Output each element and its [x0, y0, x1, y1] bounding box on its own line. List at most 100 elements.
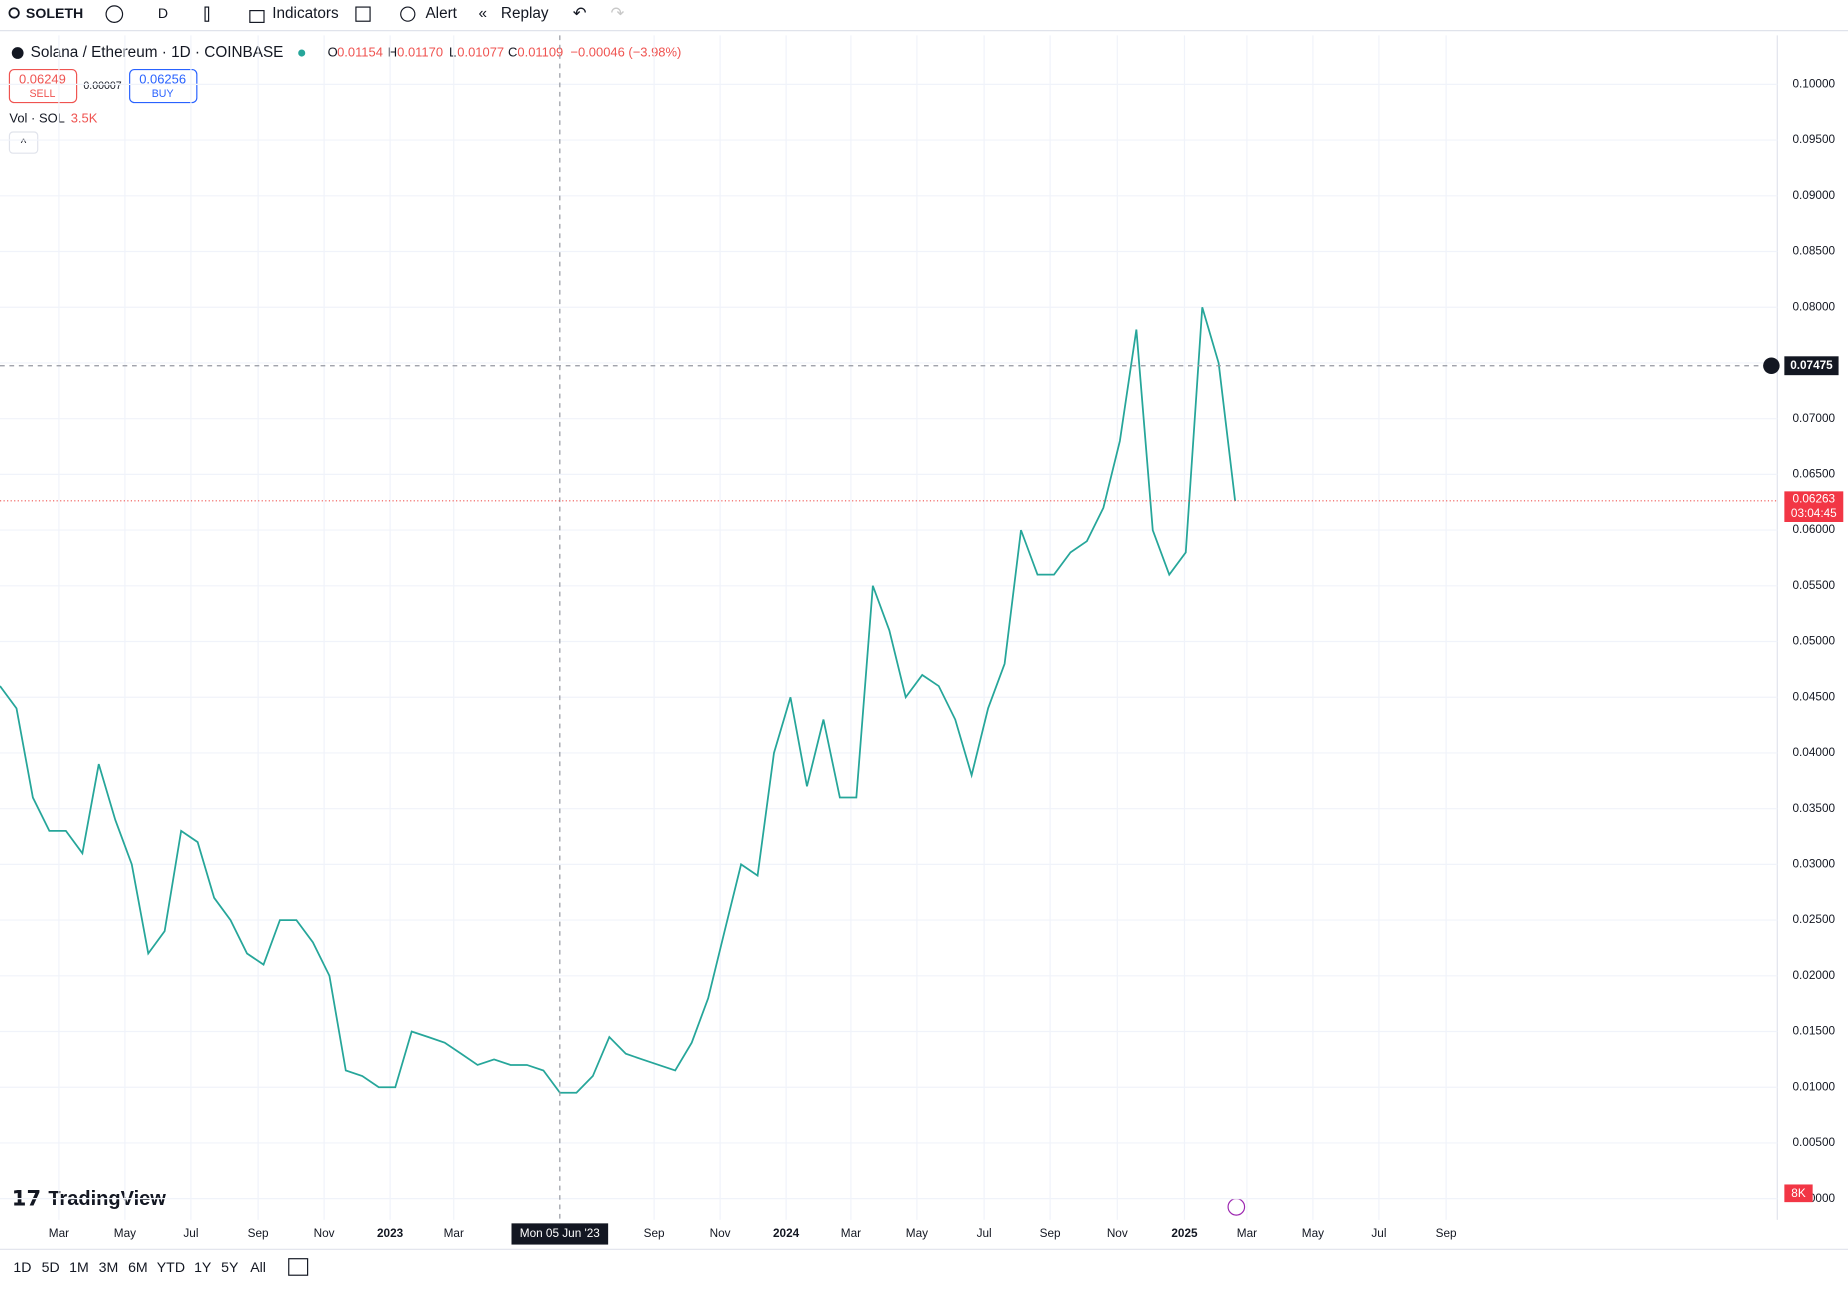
x-tick-label: Sep — [1040, 1227, 1061, 1240]
buy-price[interactable]: 0.06256 — [139, 72, 186, 87]
open-label: O — [328, 44, 338, 59]
crosshair-price: 0.07475 — [1790, 359, 1833, 372]
y-tick-label: 0.05000 — [1793, 635, 1836, 648]
chart-type[interactable] — [204, 6, 210, 22]
y-tick-label: 0.04500 — [1793, 690, 1836, 703]
y-tick-label: 0.01000 — [1793, 1080, 1836, 1093]
x-tick-label: Mar — [1237, 1227, 1257, 1240]
y-tick-label: 0.08000 — [1793, 300, 1836, 313]
volume-value: 3.5K — [71, 110, 98, 125]
range-button[interactable]: 5D — [42, 1259, 60, 1275]
y-tick-label: 0.07000 — [1793, 412, 1836, 425]
x-tick-label: 2025 — [1171, 1227, 1198, 1240]
y-tick-label: 0.05500 — [1793, 579, 1836, 592]
x-tick-label: Sep — [248, 1227, 269, 1240]
last-price-box — [1784, 491, 1844, 523]
y-tick-label: 0.02500 — [1793, 913, 1836, 926]
range-button[interactable]: 6M — [128, 1259, 148, 1275]
x-tick-label: Jul — [183, 1227, 198, 1240]
y-tick-label: 0.09500 — [1793, 133, 1836, 146]
range-button[interactable]: YTD — [157, 1259, 185, 1275]
alert[interactable]: Alert — [425, 5, 457, 22]
market-status — [298, 49, 306, 57]
low-label: L — [449, 44, 456, 59]
interval[interactable]: D — [158, 5, 168, 21]
high-label: H — [388, 44, 397, 59]
crosshair-add[interactable] — [1763, 357, 1780, 374]
x-tick-label: 2024 — [773, 1227, 800, 1240]
x-tick-label: Jul — [977, 1227, 992, 1240]
y-tick-label: 0.08500 — [1793, 245, 1836, 258]
y-tick-label: 0.01500 — [1793, 1025, 1836, 1038]
open-value: 0.01154 — [337, 44, 383, 59]
range-button[interactable]: 1D — [13, 1259, 31, 1275]
crosshair-date-box — [511, 1223, 609, 1245]
x-tick-label: Nov — [710, 1227, 731, 1240]
x-tick-label: Sep — [644, 1227, 665, 1240]
range-button[interactable]: All — [250, 1259, 266, 1275]
crosshair-price-box — [1784, 356, 1839, 376]
replay[interactable]: Replay — [501, 5, 549, 22]
low-value: 0.01077 — [457, 44, 504, 59]
y-tick-label: 0.09000 — [1793, 189, 1836, 202]
change: −0.00046 (−3.98%) — [570, 44, 681, 59]
x-tick-label: Mar — [444, 1227, 464, 1240]
x-tick-label: Mar — [841, 1227, 861, 1240]
x-tick-label: May — [906, 1227, 928, 1240]
x-tick-label: Mar — [49, 1227, 69, 1240]
add-symbol[interactable] — [105, 5, 124, 23]
range-button[interactable]: 3M — [99, 1259, 119, 1275]
redo[interactable]: ↷ — [611, 5, 625, 23]
symbol[interactable]: SOLETH — [26, 5, 83, 21]
x-tick-label: Jul — [1371, 1227, 1386, 1240]
y-tick-label: 0.06000 — [1793, 523, 1836, 536]
close-label: C — [508, 44, 517, 59]
range-button[interactable]: 1M — [69, 1259, 89, 1275]
layouts[interactable] — [355, 6, 371, 22]
range-button[interactable]: 5Y — [221, 1259, 239, 1275]
sell-label[interactable]: SELL — [29, 88, 55, 100]
undo[interactable]: ↶ — [573, 5, 587, 23]
y-tick-label: 0.06500 — [1793, 467, 1836, 480]
y-tick-label: 0.00500 — [1793, 1136, 1836, 1149]
x-tick-label: Nov — [314, 1227, 335, 1240]
x-tick-label: Nov — [1107, 1227, 1128, 1240]
price-line — [0, 307, 1237, 1094]
crosshair-date: Mon 05 Jun '23 — [520, 1227, 601, 1240]
close-value: 0.01109 — [517, 44, 563, 59]
y-tick-label: 0.03000 — [1793, 857, 1836, 870]
buy-button[interactable] — [129, 68, 198, 104]
sell-price[interactable]: 0.06249 — [19, 72, 66, 87]
x-tick-label: 2023 — [377, 1227, 404, 1240]
y-tick-label: 0.02000 — [1793, 969, 1836, 982]
search-icon[interactable] — [8, 7, 20, 19]
last-price: 0.06263 — [1793, 493, 1836, 506]
alert-icon[interactable] — [400, 6, 416, 22]
sell-button[interactable] — [8, 68, 78, 104]
x-tick-label: May — [114, 1227, 136, 1240]
y-tick-label: 0.03500 — [1793, 802, 1836, 815]
countdown: 03:04:45 — [1791, 507, 1837, 520]
indicators-icon[interactable] — [249, 10, 265, 23]
volume-label: Vol · SOL — [9, 110, 64, 125]
volume-scale: 8K — [1791, 1187, 1806, 1200]
legend-title[interactable]: Solana / Ethereum · 1D · COINBASE — [31, 44, 284, 61]
collapse-icon[interactable]: ^ — [21, 137, 27, 150]
volume-scale-box — [1784, 1184, 1813, 1203]
buy-label[interactable]: BUY — [152, 88, 174, 100]
spread: 0.00007 — [83, 80, 121, 92]
collapse-button[interactable] — [8, 131, 39, 154]
date-range-icon[interactable] — [288, 1258, 309, 1276]
high-value: 0.01170 — [397, 44, 443, 59]
range-button[interactable]: 1Y — [194, 1259, 212, 1275]
symbol-logo — [11, 47, 24, 59]
indicators[interactable]: Indicators — [272, 5, 339, 22]
y-tick-label: 0.10000 — [1793, 77, 1836, 90]
x-tick-label: Sep — [1436, 1227, 1457, 1240]
x-tick-label: May — [1302, 1227, 1324, 1240]
y-tick-label: 0.04000 — [1793, 746, 1836, 759]
replay-icon[interactable]: « — [478, 5, 487, 22]
